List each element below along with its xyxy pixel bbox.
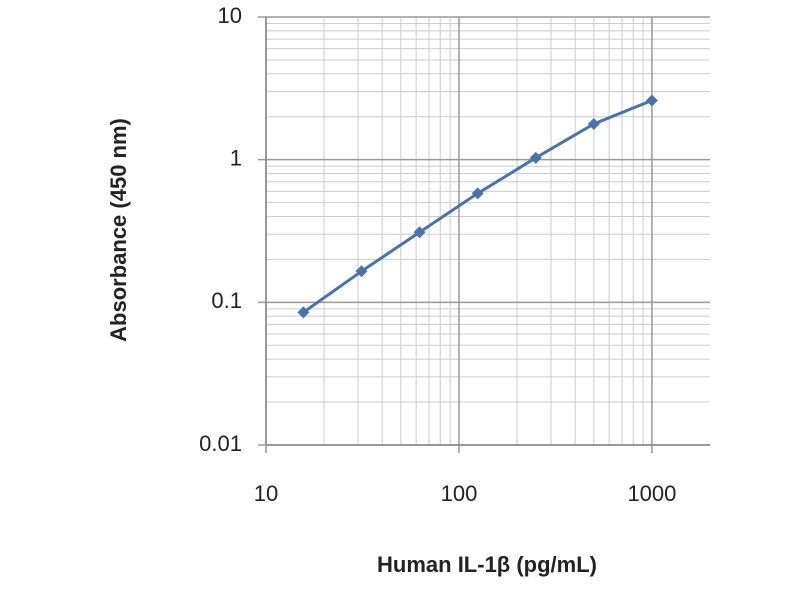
data-point — [645, 94, 658, 107]
y-axis-title: Absorbance (450 nm) — [106, 118, 131, 342]
x-tick-label: 10 — [254, 481, 278, 506]
x-tick-label: 100 — [441, 481, 478, 506]
data-point — [471, 187, 484, 200]
y-tick-label: 1 — [230, 145, 242, 170]
data-point — [587, 117, 600, 130]
data-point — [297, 306, 310, 319]
data-line — [302, 99, 653, 314]
data-point — [355, 265, 368, 278]
y-tick-label: 0.01 — [199, 431, 242, 456]
y-tick-label: 10 — [218, 3, 242, 28]
data-point — [529, 151, 542, 164]
y-tick-label: 0.1 — [211, 288, 242, 313]
x-tick-label: 1000 — [627, 481, 676, 506]
data-point — [413, 226, 426, 239]
x-axis-title: Human IL-1β (pg/mL) — [377, 552, 597, 577]
